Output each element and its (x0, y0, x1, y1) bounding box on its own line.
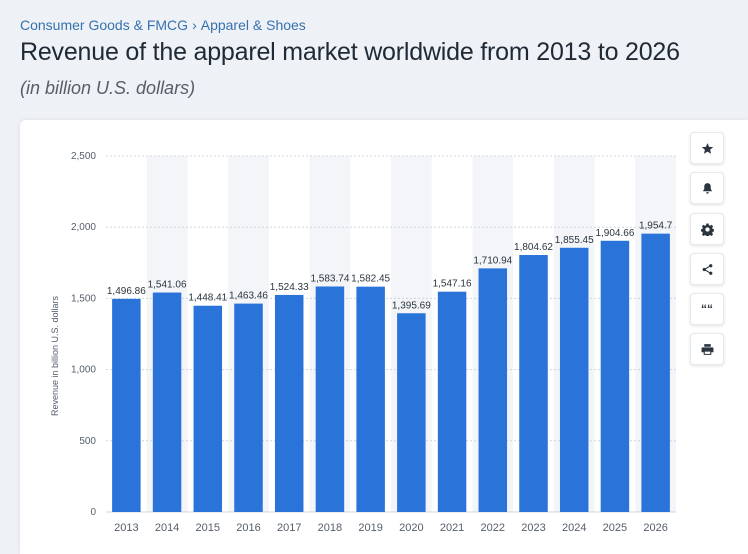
notification-button[interactable] (690, 172, 724, 204)
chart-x-tick-labels: 2013 2014 2015 2016 2017 2018 2019 2020 2021 2022… (114, 522, 668, 534)
gear-icon (700, 223, 714, 236)
x-tick-label: 2020 (399, 522, 423, 534)
settings-button[interactable] (690, 213, 724, 245)
bell-icon (702, 182, 712, 194)
x-tick-label: 2023 (521, 522, 545, 534)
page-subtitle: (in billion U.S. dollars) (20, 78, 196, 98)
print-icon (701, 343, 713, 355)
x-tick-label: 2025 (603, 522, 627, 534)
chart-bars (112, 233, 670, 513)
bar-value-label: 1,904.66 (595, 228, 634, 239)
x-tick-label: 2024 (562, 522, 586, 534)
breadcrumb-category-link[interactable]: Consumer Goods & FMCG (20, 17, 189, 33)
bar-chart: 1,496.861,541.061,448.41 1,463.461,524.33… (50, 151, 676, 534)
bar[interactable] (152, 292, 182, 512)
bar-value-label: 1,463.46 (229, 291, 268, 302)
x-tick-label: 2017 (277, 522, 301, 534)
y-tick-label: 500 (79, 436, 96, 447)
quote-icon: ““ (701, 302, 713, 316)
bar-value-label: 1,496.86 (107, 286, 146, 297)
print-button[interactable] (690, 333, 724, 365)
bar-value-label: 1,541.06 (148, 280, 187, 291)
x-tick-label: 2015 (196, 522, 220, 534)
chart-y-tick-labels: 0 500 1,000 1,500 2,000 2,500 (71, 151, 96, 518)
share-icon (702, 263, 712, 275)
bar-value-label: 1,448.41 (188, 293, 227, 304)
y-tick-label: 2,000 (71, 222, 96, 233)
x-tick-label: 2026 (643, 522, 667, 534)
x-tick-label: 2014 (155, 522, 179, 534)
x-tick-label: 2018 (318, 522, 342, 534)
y-tick-label: 2,500 (71, 151, 96, 162)
favorite-button[interactable] (690, 132, 724, 164)
bar-value-label: 1,395.69 (392, 300, 431, 311)
bar[interactable] (356, 286, 385, 512)
bar[interactable] (274, 294, 304, 512)
bar-value-label: 1,583.74 (310, 273, 349, 284)
breadcrumb-separator: › (192, 17, 197, 33)
x-tick-label: 2019 (358, 522, 382, 534)
breadcrumb-subcategory-link[interactable]: Apparel & Shoes (200, 17, 306, 33)
chart-card: 1,496.86 1,541.06 1,448.41 1,463.46 1,524.33… (20, 120, 748, 554)
y-tick-label: 1,500 (71, 293, 96, 304)
bar[interactable] (559, 247, 589, 512)
chart-value-labels: 1,496.861,541.061,448.41 1,463.461,524.33… (107, 221, 673, 312)
bar[interactable] (112, 298, 141, 512)
bar[interactable] (234, 303, 263, 512)
bar-value-label: 1,804.62 (514, 242, 553, 253)
share-button[interactable] (690, 253, 724, 285)
bar[interactable] (315, 286, 345, 512)
bar-value-label: 1,547.16 (433, 279, 472, 290)
bar-value-label: 1,855.45 (555, 235, 594, 246)
x-tick-label: 2016 (236, 522, 260, 534)
page-title: Revenue of the apparel market worldwide … (20, 38, 680, 66)
bar-value-label: 1,582.45 (351, 274, 390, 285)
bar[interactable] (478, 268, 508, 512)
y-tick-label: 1,000 (71, 365, 96, 376)
x-tick-label: 2013 (114, 522, 138, 534)
bar-value-label: 1,524.33 (270, 282, 309, 293)
y-tick-label: 0 (90, 507, 96, 518)
bar[interactable] (519, 255, 548, 513)
breadcrumb: Consumer Goods & FMCG › Apparel & Shoes (20, 17, 306, 33)
x-tick-label: 2021 (440, 522, 464, 534)
star-icon (701, 142, 713, 154)
bar[interactable] (437, 291, 467, 512)
bar[interactable] (397, 313, 426, 512)
cite-button[interactable]: ““ (690, 293, 724, 325)
bar-value-label: 1,954.7 (639, 221, 673, 232)
bar[interactable] (600, 240, 630, 512)
y-axis-label: Revenue in billion U.S. dollars (50, 295, 60, 416)
bar[interactable] (193, 305, 223, 512)
bar[interactable] (641, 233, 670, 512)
x-tick-label: 2022 (481, 522, 505, 534)
bar-value-label: 1,710.94 (473, 255, 512, 266)
